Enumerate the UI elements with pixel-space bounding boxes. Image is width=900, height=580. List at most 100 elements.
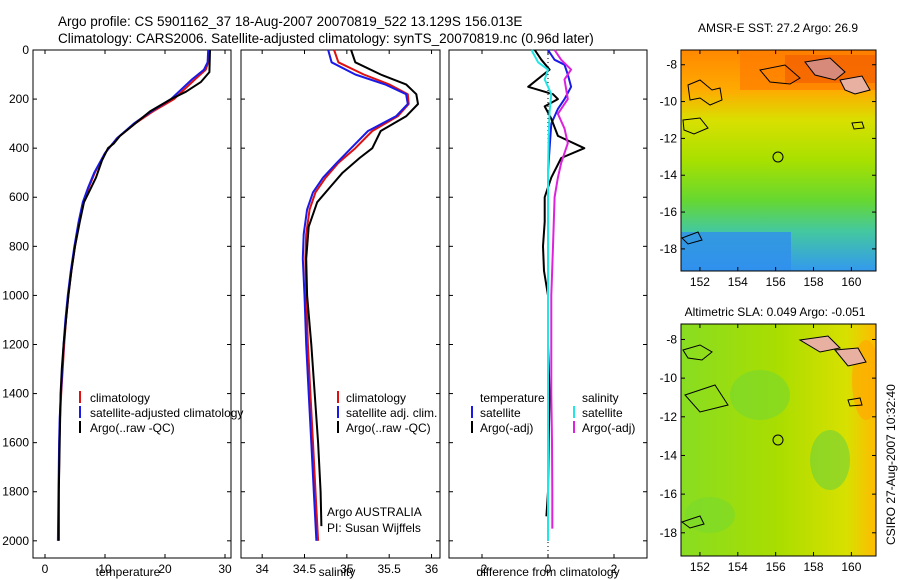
sla-map-lon-ticks: 152 154 156 158 160: [690, 324, 862, 574]
lon-tick-label: 154: [728, 275, 748, 289]
temperature-x-ticks: 0 10 20 30: [42, 50, 232, 576]
coastline-shape: [682, 117, 709, 135]
sst-map-field: [681, 50, 876, 271]
sla-low-patch: [810, 430, 850, 490]
legend-label-satellite-adjusted: satellite-adjusted climatology: [90, 406, 243, 420]
lat-tick-label: -10: [660, 371, 678, 385]
coastline-shape: [687, 79, 723, 106]
x-tick-label: 2: [611, 562, 618, 576]
lat-tick-label: -18: [660, 526, 678, 540]
argo-position-marker: [772, 434, 784, 446]
lon-tick-label: 160: [841, 560, 861, 574]
legend-title-salinity: salinity: [582, 391, 619, 405]
lat-tick-label: -8: [666, 58, 677, 72]
sla-map-lat-ticks: -8 -10 -12 -14 -16 -18: [660, 332, 876, 540]
temperature-axes-frame: [32, 49, 232, 559]
x-tick-label: 34.5: [293, 562, 317, 576]
salinity-series: [301, 49, 419, 541]
reef-shape: [851, 121, 865, 130]
lat-tick-label: -16: [660, 205, 678, 219]
lon-tick-label: 156: [766, 560, 786, 574]
difference-series: [527, 49, 586, 541]
difference-legend: temperature satellite Argo(-adj) salinit…: [471, 391, 635, 435]
y-tick-label: 1000: [2, 288, 29, 302]
lat-tick-label: -16: [660, 487, 678, 501]
sst-cool-patch: [681, 232, 791, 271]
salinity-panel: 34 34.5 35 35.5 36 salinity climatology sate…: [240, 49, 441, 579]
x-tick-label: 10: [98, 562, 112, 576]
island-shape: [834, 347, 867, 367]
argo-position-marker: [772, 151, 784, 163]
legend-label-satellite-adj: satellite adj. clim.: [346, 406, 437, 420]
sla-low-patch: [685, 497, 735, 533]
lat-tick-label: -10: [660, 95, 678, 109]
legend-title-temperature: temperature: [480, 391, 545, 405]
x-tick-label: 0: [42, 562, 49, 576]
temperature-series: [56, 49, 211, 541]
float-pi-annotation: PI: Susan Wijffels: [327, 521, 421, 535]
figure-title-line2: Climatology: CARS2006. Satellite-adjuste…: [58, 31, 594, 46]
sla-map-field: [681, 324, 876, 556]
series-line-argo-raw-qc: [305, 49, 419, 527]
series-line-temperature-argo-adj: [527, 49, 586, 517]
difference-panel: -2 0 2 difference from climatology tempera…: [448, 49, 648, 579]
island-shape: [798, 335, 842, 353]
legend-label-temp-argo: Argo(-adj): [480, 421, 533, 435]
salinity-legend: climatology satellite adj. clim. Argo(..…: [337, 391, 437, 435]
temperature-legend: climatology satellite-adjusted climatolo…: [79, 391, 243, 435]
legend-label-climatology: climatology: [346, 391, 406, 405]
lon-tick-label: 154: [728, 560, 748, 574]
sla-map-title: Altimetric SLA: 0.049 Argo: -0.051: [685, 305, 866, 319]
difference-y-ticks: [449, 49, 647, 542]
float-program-annotation: Argo AUSTRALIA: [327, 505, 422, 519]
y-tick-label: 1600: [2, 436, 29, 450]
salinity-xlabel: salinity: [319, 565, 356, 579]
lon-tick-label: 158: [804, 275, 824, 289]
sst-map-lon-ticks: 152 154 156 158 160: [690, 50, 862, 289]
legend-label-sal-satellite: satellite: [582, 406, 623, 420]
x-tick-label: -2: [477, 562, 488, 576]
salinity-x-ticks: 34 34.5 35 35.5 36: [255, 50, 439, 576]
lon-tick-label: 152: [690, 560, 710, 574]
x-tick-label: 36: [425, 562, 439, 576]
coastline-shape: [682, 344, 713, 361]
series-line-salinity-argo-adj: [550, 49, 573, 529]
coastline-shape: [759, 64, 801, 85]
y-tick-label: 1400: [2, 387, 29, 401]
y-tick-label: 200: [9, 92, 29, 106]
temperature-xlabel: temperature: [96, 565, 161, 579]
sst-map-panel: AMSR-E SST: 27.2 Argo: 26.9 -8-10-12-14-…: [660, 21, 877, 289]
y-tick-label: 0: [22, 43, 29, 57]
sla-low-patch: [730, 370, 790, 420]
x-tick-label: 20: [158, 562, 172, 576]
temperature-y-ticks: 0 200 400 600 800 1000 1200 1400 1600 1800 2000: [2, 43, 231, 548]
salinity-axes-frame: [240, 49, 441, 559]
sst-map-frame: [680, 49, 877, 272]
y-tick-label: 400: [9, 141, 29, 155]
lat-tick-label: -14: [660, 448, 678, 462]
figure-title-line1: Argo profile: CS 5901162_37 18-Aug-2007 …: [58, 14, 522, 29]
lat-tick-label: -14: [660, 168, 678, 182]
legend-label-argo: Argo(..raw -QC): [346, 421, 431, 435]
x-tick-label: 35: [340, 562, 354, 576]
temperature-panel: 0 200 400 600 800 1000 1200 1400 1600 1800 2000 0 1…: [2, 43, 243, 579]
sst-map-title: AMSR-E SST: 27.2 Argo: 26.9: [698, 21, 858, 35]
y-tick-label: 800: [9, 239, 29, 253]
lat-tick-label: -8: [666, 332, 677, 346]
sla-map-frame: [680, 323, 877, 557]
y-tick-label: 2000: [2, 534, 29, 548]
lon-tick-label: 152: [690, 275, 710, 289]
x-tick-label: 0: [545, 562, 552, 576]
series-line-satellite-adjusted-climatology: [56, 49, 210, 541]
legend-label-climatology: climatology: [90, 391, 150, 405]
credit-label: CSIRO 27-Aug-2007 10:32:40: [884, 384, 898, 545]
salinity-y-ticks: [241, 49, 440, 542]
sla-map-panel: Altimetric SLA: 0.049 Argo: -0.051 -8 -10…: [660, 305, 877, 574]
x-tick-label: 34: [255, 562, 269, 576]
island-shape: [839, 75, 871, 95]
coastline-shape: [684, 384, 729, 413]
legend-label-sal-argo: Argo(-adj): [582, 421, 635, 435]
y-tick-label: 600: [9, 190, 29, 204]
reef-shape: [681, 231, 703, 245]
